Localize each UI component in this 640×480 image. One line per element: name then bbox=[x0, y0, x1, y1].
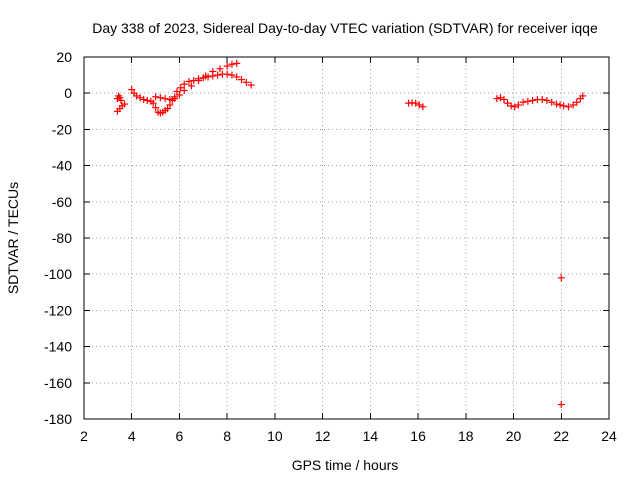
data-point-marker bbox=[569, 101, 577, 109]
data-point-marker bbox=[579, 92, 587, 100]
x-axis-label: GPS time / hours bbox=[292, 457, 399, 473]
data-point-marker bbox=[504, 99, 512, 107]
y-tick-label: -180 bbox=[44, 411, 72, 427]
data-point-marker bbox=[514, 101, 522, 109]
data-point-marker bbox=[180, 80, 188, 88]
data-point-marker bbox=[128, 86, 136, 94]
data-point-marker bbox=[415, 101, 423, 109]
y-tick-label: -20 bbox=[52, 121, 72, 137]
data-point-marker bbox=[519, 98, 527, 106]
data-point-marker bbox=[216, 65, 224, 73]
data-point-marker bbox=[195, 77, 203, 85]
data-point-marker bbox=[553, 100, 560, 108]
data-point-marker bbox=[500, 96, 508, 104]
y-tick-label: -40 bbox=[52, 158, 72, 174]
y-tick-label: -140 bbox=[44, 339, 72, 355]
data-point-marker bbox=[161, 95, 169, 103]
data-point-marker bbox=[185, 77, 193, 85]
x-tick-label: 22 bbox=[553, 428, 569, 444]
y-tick-label: -60 bbox=[52, 194, 72, 210]
data-point-marker bbox=[511, 103, 519, 111]
x-tick-label: 10 bbox=[267, 428, 283, 444]
data-point-marker bbox=[156, 94, 164, 102]
data-point-marker bbox=[175, 91, 183, 99]
x-tick-label: 4 bbox=[128, 428, 136, 444]
data-point-marker bbox=[164, 105, 172, 113]
y-tick-label: -160 bbox=[44, 375, 72, 391]
data-point-marker bbox=[228, 60, 236, 68]
data-point-marker bbox=[247, 81, 255, 89]
data-point-marker bbox=[133, 92, 140, 100]
data-point-marker bbox=[557, 274, 565, 282]
data-point-marker bbox=[233, 59, 241, 67]
data-point-marker bbox=[187, 82, 195, 90]
data-point-marker bbox=[143, 96, 151, 104]
data-point-marker bbox=[496, 94, 504, 102]
data-point-marker bbox=[223, 70, 231, 78]
x-tick-label: 24 bbox=[601, 428, 617, 444]
x-tick-label: 12 bbox=[315, 428, 331, 444]
data-point-marker bbox=[507, 102, 515, 110]
data-point-marker bbox=[412, 99, 420, 107]
y-axis-label: SDTVAR / TECUs bbox=[5, 182, 21, 294]
y-tick-label: 0 bbox=[64, 85, 72, 101]
y-tick-label: -120 bbox=[44, 302, 72, 318]
data-point-marker bbox=[560, 102, 568, 110]
x-tick-label: 2 bbox=[80, 428, 88, 444]
data-point-marker bbox=[209, 67, 217, 75]
y-tick-label: -100 bbox=[44, 266, 72, 282]
data-points bbox=[113, 59, 587, 409]
x-tick-label: 20 bbox=[506, 428, 522, 444]
chart-title: Day 338 of 2023, Sidereal Day-to-day VTE… bbox=[92, 20, 598, 36]
data-point-marker bbox=[524, 97, 532, 105]
data-point-marker bbox=[493, 95, 501, 103]
x-tick-label: 14 bbox=[363, 428, 379, 444]
data-point-marker bbox=[529, 96, 537, 104]
x-tick-label: 18 bbox=[458, 428, 474, 444]
grid-lines bbox=[84, 57, 609, 419]
data-point-marker bbox=[556, 101, 564, 109]
data-point-marker bbox=[214, 71, 222, 79]
data-point-marker bbox=[228, 71, 236, 79]
data-point-marker bbox=[223, 62, 231, 70]
x-tick-label: 6 bbox=[176, 428, 184, 444]
x-tick-label: 8 bbox=[223, 428, 231, 444]
data-point-marker bbox=[564, 103, 572, 111]
data-point-marker bbox=[173, 87, 181, 95]
data-point-marker bbox=[136, 94, 144, 102]
data-point-marker bbox=[152, 93, 160, 101]
data-point-marker bbox=[140, 96, 148, 104]
data-point-marker bbox=[202, 72, 210, 80]
data-point-marker bbox=[538, 96, 546, 104]
y-tick-label: 20 bbox=[56, 49, 72, 65]
data-point-marker bbox=[548, 98, 556, 106]
data-point-marker bbox=[149, 99, 157, 107]
data-point-marker bbox=[238, 76, 245, 84]
y-tick-label: -80 bbox=[52, 230, 72, 246]
data-point-marker bbox=[117, 96, 125, 104]
data-point-marker bbox=[180, 86, 188, 94]
data-point-marker bbox=[573, 98, 581, 106]
data-point-marker bbox=[242, 78, 250, 86]
data-point-marker bbox=[419, 103, 427, 111]
data-point-marker bbox=[121, 100, 129, 108]
axis-ticks: 2 4 6 8 10 12 14 16 18 20 22 24200-20-40-60-80-100-… bbox=[44, 49, 617, 444]
data-point-marker bbox=[171, 95, 179, 103]
data-point-marker bbox=[152, 104, 160, 112]
x-tick-label: 16 bbox=[410, 428, 426, 444]
data-point-marker bbox=[177, 84, 185, 92]
data-point-marker bbox=[233, 73, 241, 81]
data-point-marker bbox=[557, 401, 565, 409]
data-point-marker bbox=[166, 96, 174, 104]
data-point-marker bbox=[543, 96, 551, 104]
